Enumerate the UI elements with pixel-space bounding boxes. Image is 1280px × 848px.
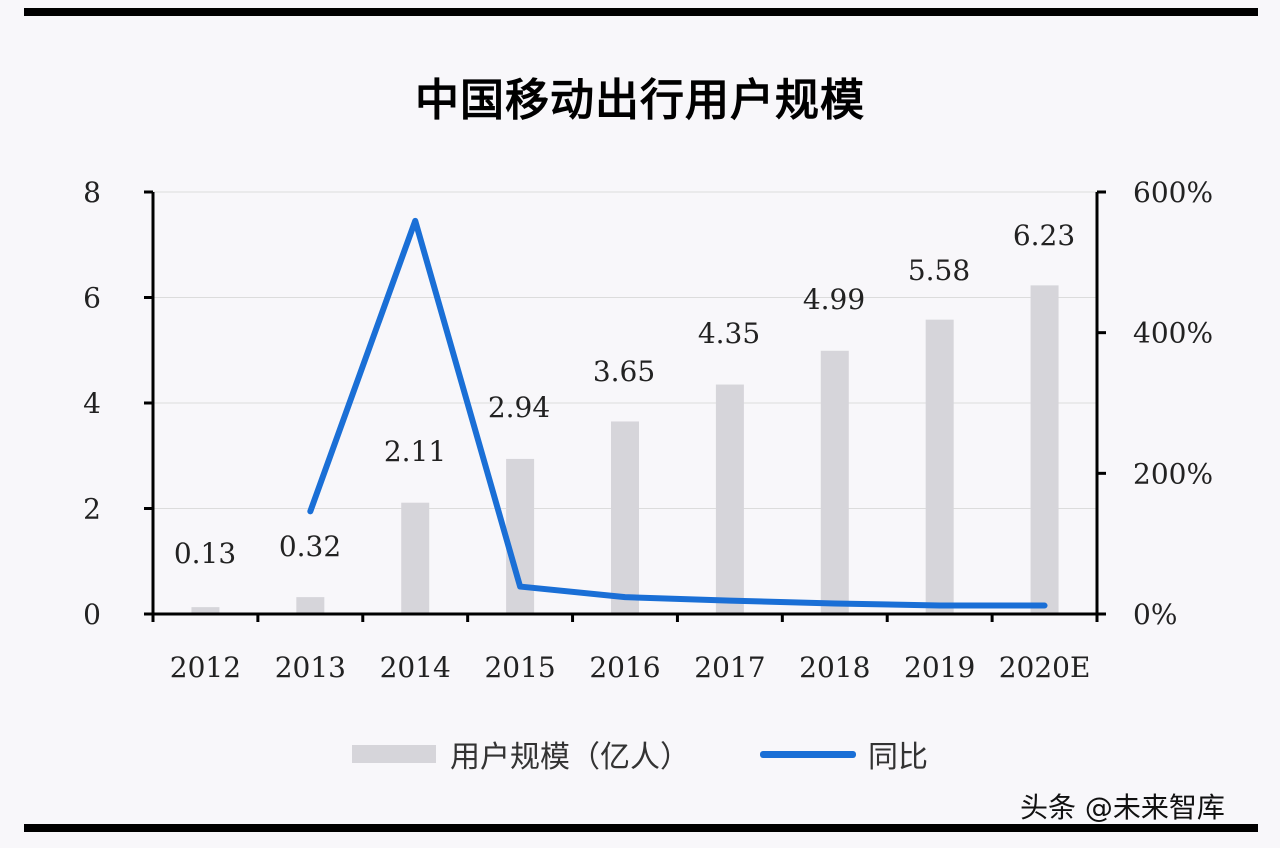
x-tick-label: 2015	[484, 651, 555, 684]
legend: 用户规模（亿人） 同比	[352, 732, 928, 776]
bottom-border	[24, 824, 1258, 832]
bar-value-label: 2.94	[488, 391, 550, 424]
bar-2016	[611, 421, 639, 614]
right-tick-label: 400%	[1133, 317, 1213, 350]
bar-2012	[191, 607, 220, 614]
bar-value-label: 6.23	[1013, 219, 1075, 252]
legend-line-label: 同比	[868, 740, 928, 775]
x-tick-label: 2012	[170, 651, 241, 684]
x-tick-label: 2017	[694, 651, 765, 684]
left-tick-label: 4	[83, 387, 101, 420]
bar-2017	[715, 384, 744, 614]
bar-2019	[925, 319, 954, 614]
bar-2013	[296, 597, 325, 614]
x-tick-label: 2013	[275, 651, 346, 684]
left-tick-label: 2	[83, 493, 101, 526]
legend-bar-swatch	[352, 745, 436, 763]
x-tick-label: 2018	[799, 651, 870, 684]
bar-value-label: 4.99	[803, 283, 865, 316]
bar-value-label: 4.35	[698, 317, 760, 350]
legend-bar-label: 用户规模（亿人）	[450, 740, 690, 775]
left-tick-label: 8	[83, 176, 101, 209]
left-tick-label: 6	[83, 282, 101, 315]
bar-value-label: 5.58	[908, 254, 970, 287]
top-border	[24, 8, 1258, 16]
bar-value-label: 0.32	[279, 530, 341, 563]
bar-2015	[506, 458, 535, 614]
yoy-line	[307, 217, 1048, 609]
left-tick-label: 0	[83, 598, 101, 631]
x-tick-label: 2020E	[999, 651, 1091, 684]
x-tick-label: 2019	[904, 651, 975, 684]
bar-2020E	[1030, 285, 1059, 614]
right-tick-label: 0%	[1133, 598, 1177, 631]
x-tick-label: 2014	[380, 651, 451, 684]
bar-value-label: 0.13	[174, 537, 236, 570]
bar-value-label: 3.65	[593, 355, 655, 388]
x-tick-label: 2016	[589, 651, 660, 684]
bar-2018	[820, 350, 849, 614]
bar-value-label: 2.11	[384, 435, 446, 468]
right-tick-label: 600%	[1133, 176, 1213, 209]
watermark: 头条 @未来智库	[1020, 791, 1225, 824]
chart-title: 中国移动出行用户规模	[415, 75, 865, 126]
bar-2014	[401, 502, 430, 614]
legend-line-swatch	[760, 750, 856, 758]
right-tick-label: 200%	[1133, 457, 1213, 490]
